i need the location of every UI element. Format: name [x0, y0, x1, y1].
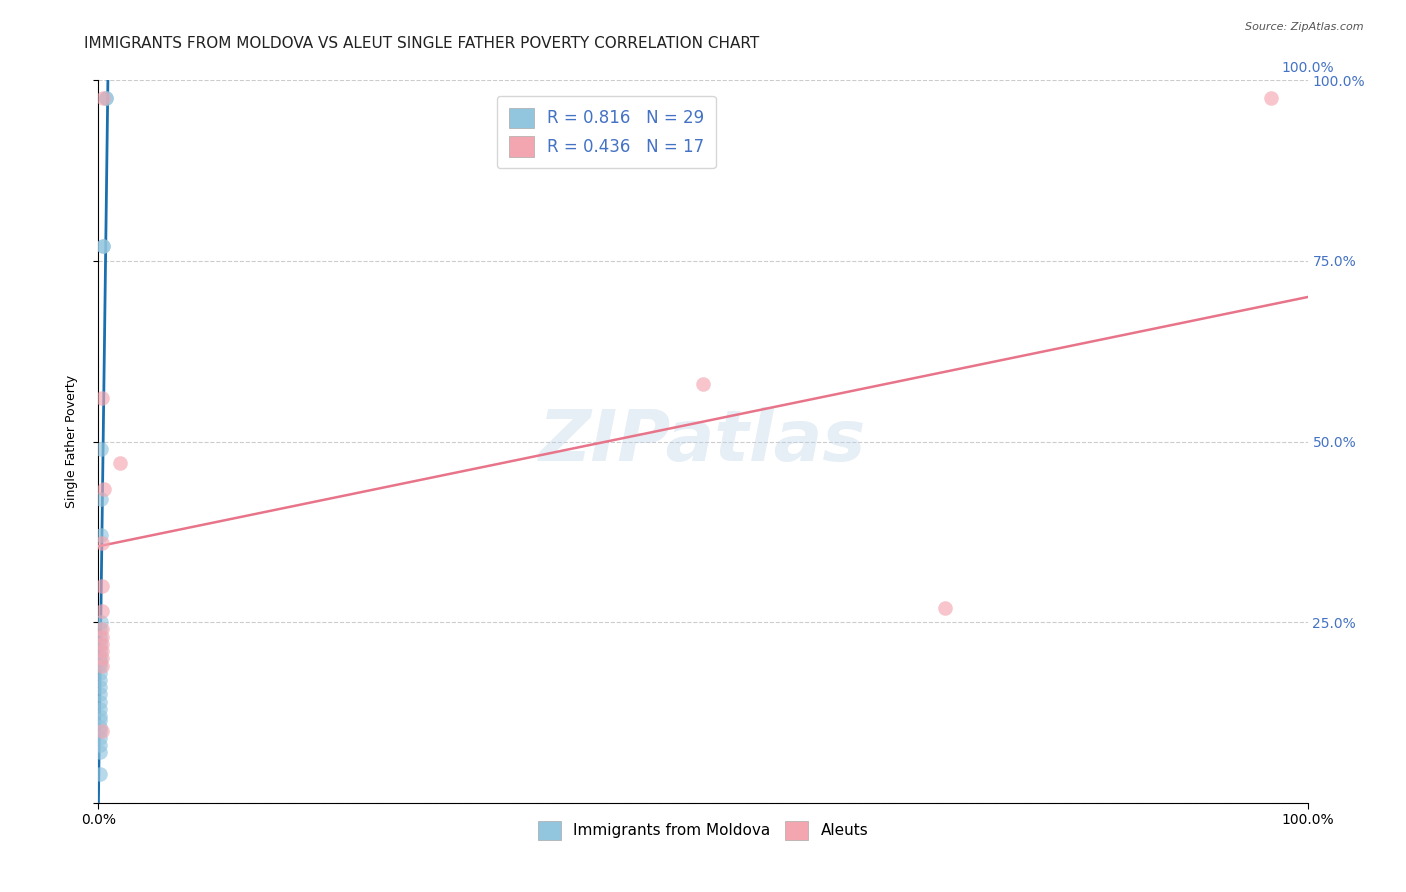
Point — [91, 651, 114, 665]
Point — [91, 239, 114, 253]
Point — [89, 720, 111, 734]
Point — [89, 658, 111, 673]
Point — [91, 91, 114, 105]
Point — [89, 630, 111, 644]
Point — [91, 604, 114, 618]
Point — [89, 623, 111, 637]
Y-axis label: Single Father Poverty: Single Father Poverty — [65, 375, 77, 508]
Point — [91, 623, 114, 637]
Point — [934, 600, 956, 615]
Point — [89, 745, 111, 759]
Text: IMMIGRANTS FROM MOLDOVA VS ALEUT SINGLE FATHER POVERTY CORRELATION CHART: IMMIGRANTS FROM MOLDOVA VS ALEUT SINGLE … — [84, 36, 759, 51]
Point — [90, 442, 112, 456]
Point — [89, 687, 111, 701]
Point — [89, 655, 111, 669]
Text: Source: ZipAtlas.com: Source: ZipAtlas.com — [1246, 22, 1364, 32]
Point — [89, 644, 111, 658]
Point — [89, 651, 111, 665]
Point — [89, 680, 111, 694]
Point — [91, 535, 114, 549]
Point — [90, 492, 112, 507]
Point — [91, 723, 114, 738]
Point — [89, 637, 111, 651]
Point — [89, 695, 111, 709]
Point — [91, 637, 114, 651]
Point — [89, 709, 111, 723]
Point — [89, 731, 111, 745]
Point — [91, 391, 114, 405]
Point — [108, 456, 131, 470]
Point — [1260, 91, 1282, 105]
Point — [90, 615, 112, 630]
Point — [91, 658, 114, 673]
Point — [89, 673, 111, 687]
Point — [91, 579, 114, 593]
Legend: Immigrants from Moldova, Aleuts: Immigrants from Moldova, Aleuts — [531, 815, 875, 846]
Point — [94, 91, 117, 105]
Point — [89, 738, 111, 752]
Point — [89, 723, 111, 738]
Point — [89, 713, 111, 727]
Point — [89, 767, 111, 781]
Point — [91, 630, 114, 644]
Point — [89, 665, 111, 680]
Point — [93, 482, 115, 496]
Text: ZIPatlas: ZIPatlas — [540, 407, 866, 476]
Point — [89, 702, 111, 716]
Point — [94, 91, 117, 105]
Point — [91, 644, 114, 658]
Point — [91, 239, 114, 253]
Point — [90, 528, 112, 542]
Point — [692, 376, 714, 391]
